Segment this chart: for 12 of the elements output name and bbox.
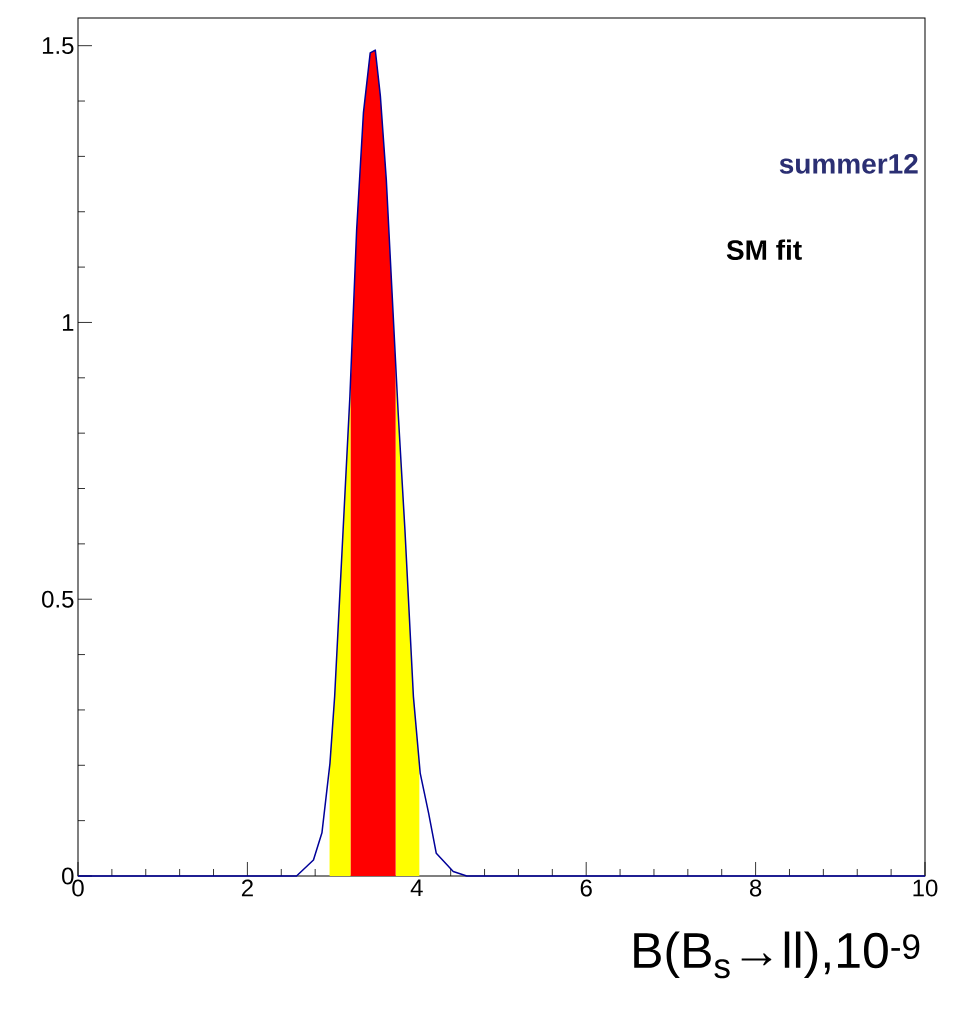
- x-tick-label: 10: [913, 879, 938, 897]
- y-tick-label: 0: [62, 867, 74, 885]
- x-axis-title: B(B$_{s}$→ll),10$^{-9}$: [634, 931, 920, 979]
- y-tick-label: 1: [62, 314, 74, 331]
- x-tick-label: 6: [580, 879, 592, 897]
- x-tick-label: 4: [410, 879, 423, 897]
- y-tick-label: 0.5: [42, 590, 74, 608]
- annotation: SM fit: [726, 239, 802, 260]
- annotation: summer12: [779, 153, 918, 174]
- x-tick-label: 8: [749, 879, 762, 897]
- x-tick-label: 2: [241, 879, 253, 897]
- y-tick-label: 1.5: [42, 37, 74, 55]
